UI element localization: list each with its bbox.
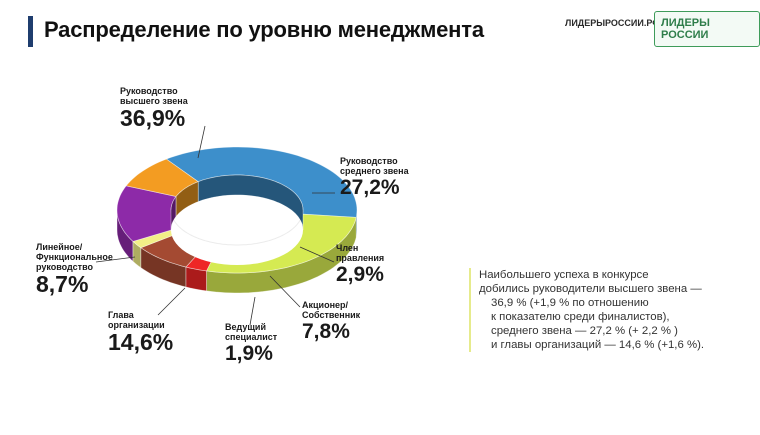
label-shareholder: Акционер/ Собственник 7,8% [302, 300, 360, 344]
leader-shareholder [269, 275, 301, 308]
title-accent-bar [28, 16, 33, 47]
label-board-member-name: Член правления [336, 243, 385, 263]
label-middle-management-name: Руководство среднего звена [340, 156, 409, 176]
label-middle-management: Руководство среднего звена 27,2% [340, 156, 409, 200]
label-lead-specialist-name: Ведущий специалист [225, 322, 278, 342]
label-line-management-name: Линейное/ Функциональное руководство [36, 242, 113, 272]
label-top-management-value: 36,9% [120, 105, 186, 131]
leader-line-management [95, 256, 136, 263]
note-line: 36,9 % (+1,9 % по отношению [491, 297, 649, 309]
label-head-of-organization-name: Глава организации [108, 310, 165, 330]
leader-lines [95, 125, 335, 326]
label-head-of-organization-value: 14,6% [108, 329, 174, 355]
logo-url[interactable]: ЛИДЕРЫРОССИИ.РФ [565, 18, 660, 28]
label-line-management: Линейное/ Функциональное руководство 8,7… [36, 242, 113, 296]
label-lead-specialist: Ведущий специалист 1,9% [225, 322, 277, 366]
label-middle-management-value: 27,2% [340, 176, 400, 199]
label-shareholder-value: 7,8% [302, 320, 350, 343]
label-top-management-name: Руководство высшего звена [120, 86, 188, 106]
page-title: Распределение по уровню менеджмента [44, 17, 484, 42]
note-line: и главы организаций — 14,6 % (+1,6 %). [491, 339, 705, 351]
brand-logo[interactable]: ЛИДЕРЫ РОССИИ [654, 11, 760, 47]
donut-hole-rim [170, 209, 304, 246]
label-board-member-value: 2,9% [336, 263, 384, 286]
note-line: Наибольшего успеха в конкурсе [479, 269, 649, 281]
note-line: добились руководители высшего звена — [479, 283, 702, 295]
leader-head-of-organization [157, 287, 186, 316]
note-line: среднего звена — 27,2 % (+ 2,2 % ) [491, 325, 678, 337]
label-board-member: Член правления 2,9% [336, 243, 384, 287]
leader-board-member [299, 246, 335, 263]
label-lead-specialist-value: 1,9% [225, 342, 273, 365]
donut-group [116, 146, 358, 294]
label-head-of-organization: Глава организации 14,6% [108, 310, 173, 354]
leader-top-management [197, 125, 206, 159]
label-shareholder-name: Акционер/ Собственник [302, 300, 361, 320]
donut-hole [171, 195, 303, 265]
note-line: к показателю среди финалистов), [491, 311, 670, 323]
summary-note: Наибольшего успеха в конкурсе добились р… [469, 268, 747, 352]
leader-lead-specialist [249, 296, 256, 326]
label-line-management-value: 8,7% [36, 271, 89, 297]
label-top-management: Руководство высшего звена 36,9% [120, 86, 188, 130]
